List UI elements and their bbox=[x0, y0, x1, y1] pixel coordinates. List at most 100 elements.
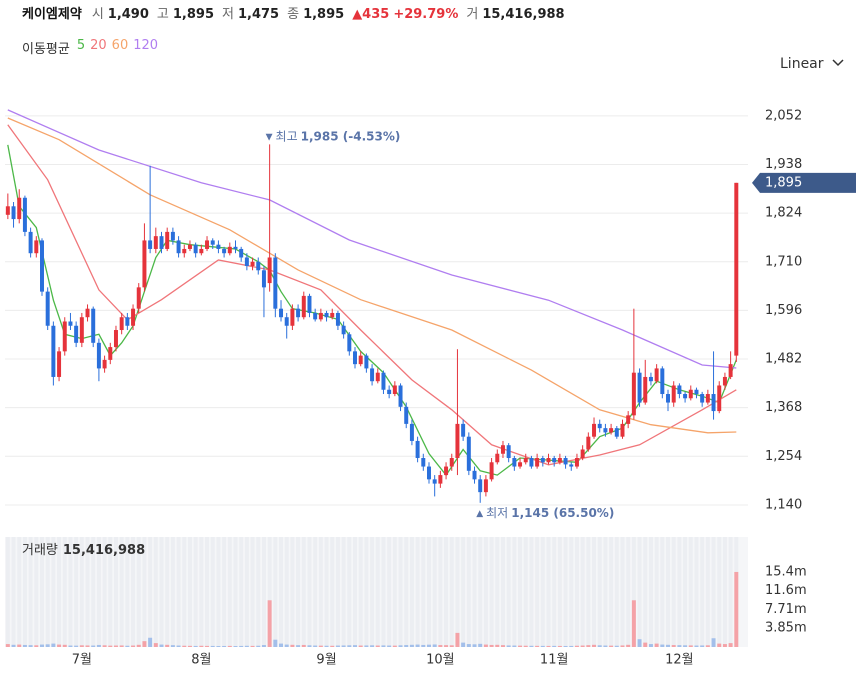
candle-body bbox=[637, 372, 642, 403]
price-tag bbox=[752, 172, 856, 193]
candle-body bbox=[239, 248, 244, 258]
volume-bar bbox=[119, 645, 124, 647]
volume-value: 15,416,988 bbox=[482, 7, 565, 22]
volume-bar bbox=[261, 645, 266, 647]
volume-bar bbox=[205, 645, 210, 647]
candle-body bbox=[307, 295, 312, 313]
candle-body bbox=[91, 308, 96, 343]
volume-bar bbox=[426, 644, 431, 647]
volume-bar bbox=[370, 645, 375, 647]
volume-bar bbox=[569, 645, 574, 647]
volume-bar bbox=[34, 645, 39, 647]
volume-bar bbox=[222, 645, 227, 647]
candle-body bbox=[5, 206, 10, 215]
extreme-annotation: ▲ 최저 1,145 (65.50%) bbox=[476, 505, 614, 519]
volume-bar bbox=[586, 645, 591, 647]
candle-body bbox=[620, 423, 625, 437]
scale-mode-dropdown[interactable]: Linear bbox=[780, 56, 844, 72]
volume-bar bbox=[546, 645, 551, 647]
candle-body bbox=[40, 240, 44, 292]
volume-bar bbox=[113, 645, 118, 647]
volume-bar bbox=[398, 645, 403, 647]
candle-body bbox=[34, 240, 39, 254]
quote-label: 저 bbox=[222, 7, 234, 22]
volume-bar bbox=[22, 644, 27, 647]
x-tick-label: 11월 bbox=[540, 653, 569, 668]
candle-body bbox=[96, 342, 101, 369]
volume-bar bbox=[711, 638, 716, 647]
volume-bar bbox=[637, 639, 642, 647]
candle-body bbox=[370, 368, 375, 382]
candle-body bbox=[153, 236, 158, 249]
volume-bar bbox=[666, 644, 671, 647]
volume-bar bbox=[148, 637, 153, 647]
volume-title-value: 15,416,988 bbox=[63, 543, 145, 558]
candle-body bbox=[387, 389, 392, 395]
volume-bar bbox=[449, 645, 454, 647]
volume-bar bbox=[722, 644, 727, 647]
volume-bar bbox=[68, 645, 73, 647]
candle-body bbox=[648, 376, 653, 382]
volume-bar bbox=[216, 646, 221, 647]
candle-body bbox=[660, 368, 665, 395]
candle-body bbox=[62, 321, 67, 352]
candle-body bbox=[495, 453, 500, 463]
candle-body bbox=[381, 372, 386, 390]
volume-bar bbox=[307, 645, 312, 647]
ma-legend-item: 60 bbox=[111, 38, 129, 53]
x-tick-label: 10월 bbox=[426, 653, 455, 668]
volume-bar bbox=[421, 644, 426, 647]
volume-bar bbox=[199, 645, 204, 647]
volume-bar bbox=[518, 645, 523, 647]
candle-body bbox=[432, 479, 437, 484]
candle-body bbox=[364, 355, 369, 369]
volume-bar bbox=[438, 645, 443, 647]
candle-body bbox=[552, 458, 557, 463]
volume-bar bbox=[353, 645, 357, 647]
y-tick-label: 3.85m bbox=[765, 621, 807, 636]
candle-body bbox=[569, 464, 574, 467]
volume-bar bbox=[296, 645, 301, 647]
volume-bar bbox=[552, 645, 557, 647]
candle-body bbox=[148, 240, 153, 249]
candle-body bbox=[142, 240, 147, 288]
volume-bar bbox=[256, 645, 261, 647]
candle-body bbox=[535, 458, 540, 467]
volume-bar bbox=[728, 643, 733, 647]
y-tick-label: 1,368 bbox=[765, 400, 802, 415]
scale-mode[interactable]: Linear bbox=[780, 56, 824, 72]
candle-body bbox=[466, 436, 471, 471]
volume-label: 거 bbox=[466, 7, 479, 22]
volume-bar bbox=[671, 645, 676, 647]
candle-body bbox=[210, 240, 215, 245]
y-tick-label: 2,052 bbox=[765, 108, 802, 123]
candle-body bbox=[728, 364, 733, 377]
volume-bar bbox=[597, 645, 602, 647]
y-tick-label: 1,596 bbox=[765, 303, 802, 318]
candle-body bbox=[506, 445, 511, 459]
volume-bar bbox=[131, 645, 136, 647]
candle-body bbox=[244, 257, 249, 267]
candle-body bbox=[296, 308, 301, 318]
quote-header: 케이엠제약 시 1,490 고 1,895 저 1,475 종 1,895 ▲435 +29.79%… bbox=[22, 3, 569, 22]
candle-body bbox=[449, 458, 454, 467]
candle-body bbox=[136, 287, 141, 309]
volume-bar bbox=[176, 645, 181, 647]
volume-bar bbox=[57, 644, 62, 647]
y-tick-label: 7.71m bbox=[765, 602, 807, 617]
candle-body bbox=[353, 351, 357, 365]
volume-bar bbox=[318, 645, 323, 647]
annotation-value: 1,145 (65.50%) bbox=[511, 505, 614, 519]
moving-average-line bbox=[7, 124, 737, 466]
volume-bar bbox=[91, 645, 96, 647]
candle-body bbox=[483, 479, 488, 493]
candle-body bbox=[193, 244, 198, 254]
ma-legend-title: 이동평균 bbox=[22, 42, 70, 57]
volume-bar bbox=[392, 645, 397, 647]
candle-body bbox=[415, 440, 420, 459]
candle-body bbox=[631, 372, 636, 416]
candle-body bbox=[444, 466, 449, 476]
volume-bar bbox=[40, 644, 44, 647]
candle-body bbox=[375, 372, 380, 382]
y-tick-label: 1,140 bbox=[765, 497, 802, 512]
